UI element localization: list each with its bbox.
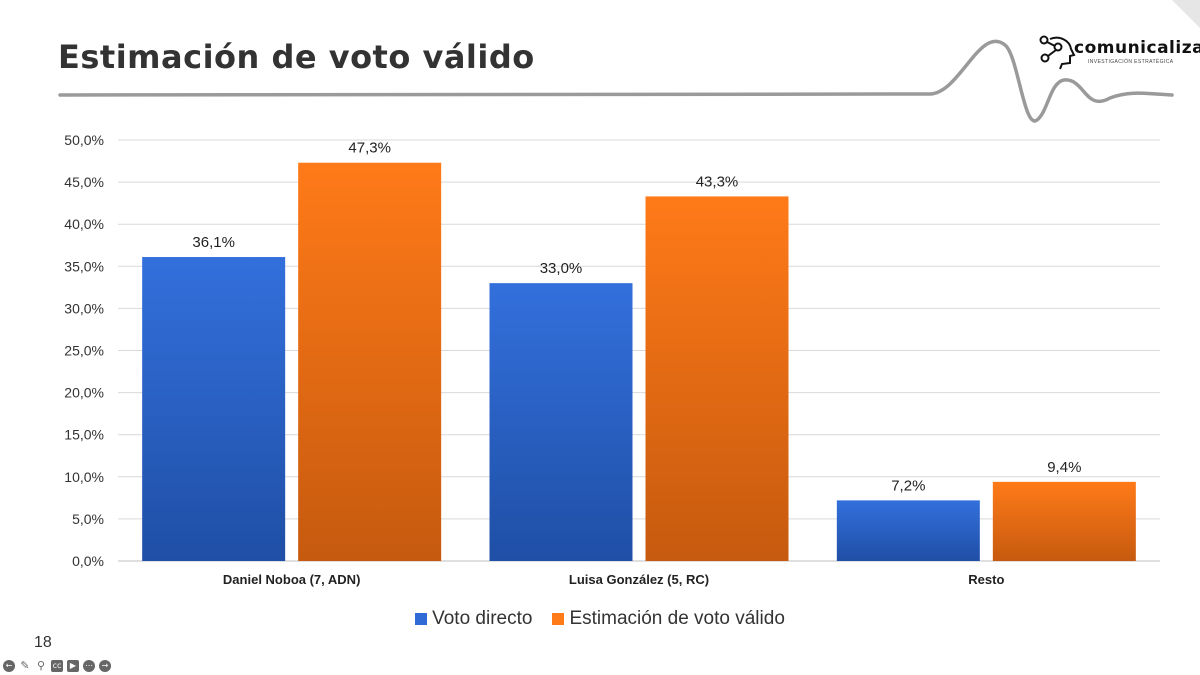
data-label: 36,1% — [192, 234, 235, 251]
pen-icon[interactable]: ✎ — [20, 659, 30, 672]
bar-chart: 0,0% 5,0% 10,0% 15,0% 20,0% 25,0% 30,0% 35,0% 40… — [64, 132, 1160, 587]
slide-title: Estimación de voto válido — [58, 38, 535, 76]
company-logo: comunicaliza INVESTIGACIÓN ESTRATÉGICA — [1036, 33, 1200, 73]
bar-voto-directo-1 — [489, 283, 633, 561]
legend-label: Voto directo — [432, 608, 533, 629]
y-tick-label: 10,0% — [64, 469, 104, 485]
legend-item-voto-directo: Voto directo — [415, 608, 532, 630]
legend-label: Estimación de voto válido — [569, 608, 785, 629]
page-number: 18 — [34, 634, 52, 651]
captions-icon[interactable]: cc — [51, 660, 63, 672]
logo-wordmark: comunicaliza — [1074, 38, 1200, 58]
logo-tagline: INVESTIGACIÓN ESTRATÉGICA — [1088, 59, 1174, 65]
presentation-controls: ← ✎ ⚲ cc ▶ ⋯ → — [3, 660, 111, 672]
logo-mark-icon — [1039, 35, 1076, 70]
y-tick-label: 30,0% — [64, 300, 104, 316]
y-tick-label: 25,0% — [64, 343, 104, 359]
y-tick-label: 50,0% — [64, 132, 104, 148]
data-label: 47,3% — [348, 140, 391, 157]
bar-voto-directo-0 — [142, 257, 286, 561]
y-tick-label: 40,0% — [64, 216, 104, 232]
bar-estimacion-0 — [298, 162, 442, 561]
forward-icon[interactable]: → — [99, 660, 111, 672]
y-tick-label: 5,0% — [72, 511, 104, 527]
bar-voto-directo-2 — [836, 500, 980, 561]
data-label: 7,2% — [891, 477, 925, 494]
video-off-icon[interactable]: ▶ — [67, 660, 79, 672]
chart-legend: Voto directo Estimación de voto válido — [0, 608, 1200, 630]
back-icon[interactable]: ← — [3, 660, 15, 672]
bar-estimacion-1 — [645, 196, 789, 561]
zoom-icon[interactable]: ⚲ — [36, 659, 46, 672]
legend-swatch-orange — [552, 613, 565, 625]
y-tick-label: 20,0% — [64, 385, 104, 401]
y-tick-label: 35,0% — [64, 258, 104, 274]
legend-swatch-blue — [415, 613, 428, 625]
page-corner — [1172, 0, 1200, 28]
data-label: 9,4% — [1047, 459, 1081, 476]
y-tick-label: 15,0% — [64, 427, 104, 443]
data-label: 33,0% — [540, 260, 583, 277]
legend-item-estimacion: Estimación de voto válido — [552, 608, 785, 630]
x-category-label: Resto — [968, 572, 1004, 587]
header-wave-line — [58, 39, 1174, 123]
x-category-label: Luisa González (5, RC) — [569, 572, 709, 587]
x-category-label: Daniel Noboa (7, ADN) — [223, 572, 360, 587]
bar-estimacion-2 — [992, 481, 1136, 561]
data-label: 43,3% — [696, 173, 739, 190]
y-tick-label: 0,0% — [72, 553, 104, 569]
more-icon[interactable]: ⋯ — [83, 660, 95, 672]
y-tick-label: 45,0% — [64, 174, 104, 190]
